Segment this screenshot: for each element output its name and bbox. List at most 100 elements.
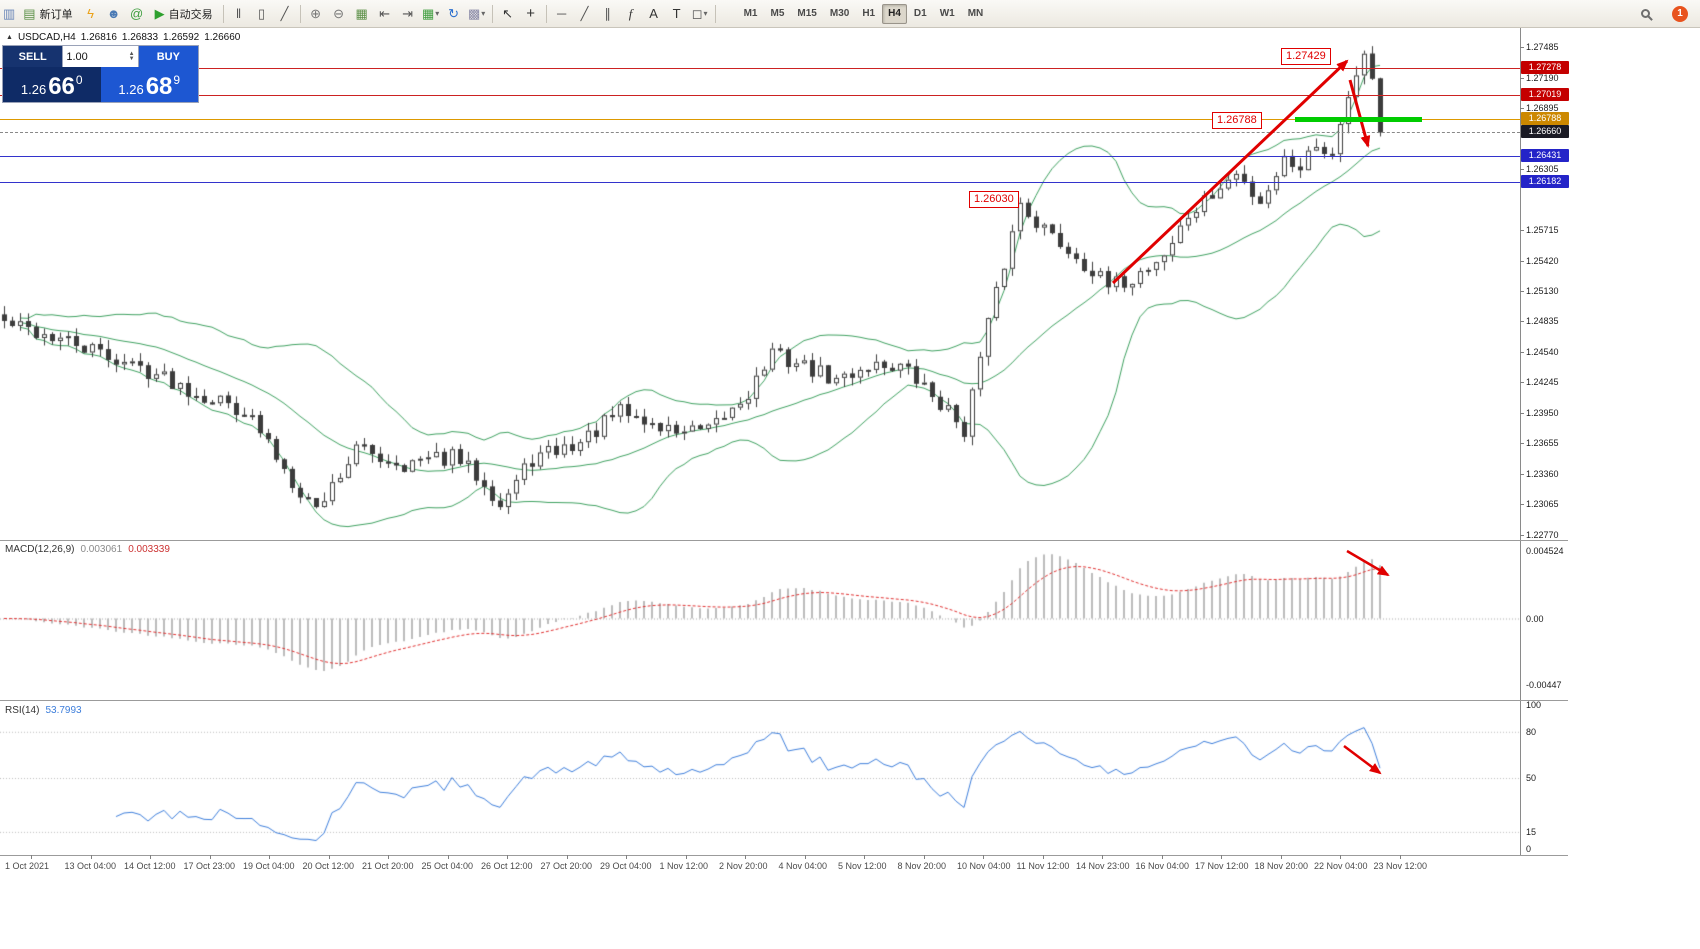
time-axis-label: 14 Oct 12:00 xyxy=(124,861,176,871)
time-tickmark xyxy=(388,855,389,859)
price-axis-tick: 1.27190 xyxy=(1526,73,1559,83)
window-button[interactable]: ▥ xyxy=(2,3,16,25)
time-tickmark xyxy=(269,855,270,859)
new-chart-icon: ▦ xyxy=(421,6,435,21)
crosshair-button[interactable]: + xyxy=(520,3,542,25)
new-chart-button[interactable]: ▦ ▾ xyxy=(420,3,442,25)
sell-price-big: 66 xyxy=(48,73,75,100)
community-button[interactable]: @ xyxy=(126,3,148,25)
price-badge[interactable]: 1.26431 xyxy=(1521,149,1569,162)
zoom-out-button[interactable]: ⊖ xyxy=(328,3,350,25)
notification-badge[interactable]: 1 xyxy=(1672,5,1688,22)
horizontal-line[interactable] xyxy=(0,156,1520,157)
time-tickmark xyxy=(983,855,984,859)
price-tickmark xyxy=(1520,108,1524,109)
new-order-label: 新订单 xyxy=(39,8,73,21)
price-chart-canvas[interactable] xyxy=(0,28,1520,855)
price-axis-tick: 1.25420 xyxy=(1526,256,1559,266)
price-annotation-label[interactable]: 1.26030 xyxy=(969,191,1019,208)
hline-tool-button[interactable]: ─ xyxy=(551,3,573,25)
at-icon: @ xyxy=(129,6,144,21)
timeframe-h4[interactable]: H4 xyxy=(882,3,907,24)
macd-axis-label: -0.00447 xyxy=(1526,680,1562,690)
time-tickmark xyxy=(91,855,92,859)
price-axis-tick: 1.23065 xyxy=(1526,499,1559,509)
time-axis-label: 20 Oct 12:00 xyxy=(302,861,355,871)
horizontal-line[interactable] xyxy=(0,68,1520,69)
timeframe-mn[interactable]: MN xyxy=(967,8,984,19)
chart-symbol-header: ▲ USDCAD,H4 1.26816 1.26833 1.26592 1.26… xyxy=(6,32,240,43)
lot-size-field[interactable]: 1.00 ▲ ▼ xyxy=(62,46,139,67)
accounts-button[interactable]: ☻ xyxy=(103,3,125,25)
macd-signal-value: 0.003339 xyxy=(128,544,170,555)
time-axis-label: 5 Nov 12:00 xyxy=(838,861,887,871)
support-line[interactable] xyxy=(1295,117,1422,122)
price-badge[interactable]: 1.27019 xyxy=(1521,88,1569,101)
price-badge[interactable]: 1.26182 xyxy=(1521,175,1569,188)
horizontal-line[interactable] xyxy=(0,95,1520,96)
timeframe-m30[interactable]: M30 xyxy=(829,8,850,19)
time-axis-label: 1 Oct 2021 xyxy=(5,861,50,871)
time-tickmark xyxy=(626,855,627,859)
tile-windows-button[interactable]: ▦ xyxy=(351,3,373,25)
price-badge[interactable]: 1.26788 xyxy=(1521,112,1569,125)
price-axis-tick: 1.24245 xyxy=(1526,377,1559,387)
price-tickmark xyxy=(1520,261,1524,262)
timeframe-m15[interactable]: M15 xyxy=(797,8,817,19)
price-axis-tick: 1.27485 xyxy=(1526,42,1559,52)
price-tickmark xyxy=(1520,352,1524,353)
price-badge[interactable]: 1.26660 xyxy=(1521,125,1569,138)
sell-price[interactable]: 1.26 66 0 xyxy=(3,67,101,102)
channel-tool-button[interactable]: ∥ xyxy=(597,3,619,25)
spinner-up-icon[interactable]: ▲ xyxy=(128,50,135,57)
auto-scroll-button[interactable]: ⇤ xyxy=(374,3,396,25)
template-button[interactable]: ▩ ▾ xyxy=(466,3,488,25)
autotrade-button[interactable]: ▶ 自动交易 xyxy=(149,3,219,25)
trendline-tool-button[interactable]: ╱ xyxy=(574,3,596,25)
timeframe-d1[interactable]: D1 xyxy=(913,8,927,19)
candle-chart-button[interactable]: ▯ xyxy=(251,3,273,25)
horizontal-line[interactable] xyxy=(0,119,1520,120)
zoom-in-button[interactable]: ⊕ xyxy=(305,3,327,25)
label-tool-button[interactable]: T xyxy=(666,3,688,25)
price-annotation-label[interactable]: 1.27429 xyxy=(1281,48,1331,65)
timeframe-m5[interactable]: M5 xyxy=(770,8,785,19)
horizontal-line[interactable] xyxy=(0,132,1520,133)
line-chart-button[interactable]: ╱ xyxy=(274,3,296,25)
price-badge[interactable]: 1.27278 xyxy=(1521,61,1569,74)
fibonacci-tool-button[interactable]: f xyxy=(620,3,642,25)
spinner-down-icon[interactable]: ▼ xyxy=(128,55,135,62)
search-button[interactable] xyxy=(1634,3,1656,25)
lot-spinner[interactable]: ▲ ▼ xyxy=(128,50,135,62)
charts-button[interactable]: ϟ xyxy=(80,3,102,25)
macd-value: 0.003061 xyxy=(80,544,123,555)
chart-shift-button[interactable]: ⇥ xyxy=(397,3,419,25)
bar-chart-button[interactable]: ‖ xyxy=(228,3,250,25)
sell-button[interactable]: SELL xyxy=(3,46,63,67)
window-icon: ▥ xyxy=(3,6,16,21)
price-axis-tick: 1.23950 xyxy=(1526,408,1559,418)
price-annotation-label[interactable]: 1.26788 xyxy=(1212,112,1262,129)
buy-price[interactable]: 1.26 68 9 xyxy=(100,67,198,102)
shapes-tool-icon: ◻ xyxy=(691,6,703,21)
buy-price-big: 68 xyxy=(145,73,173,100)
cursor-button[interactable]: ↖ xyxy=(497,3,519,25)
toolbar-right-cluster: 1 xyxy=(1634,3,1698,25)
rsi-name: RSI(14) xyxy=(5,705,40,716)
period-button[interactable]: ↻ xyxy=(443,3,465,25)
timeframe-h1[interactable]: H1 xyxy=(862,8,876,19)
time-axis-label: 23 Nov 12:00 xyxy=(1373,861,1428,871)
timeframe-m1[interactable]: M1 xyxy=(743,8,758,19)
buy-button[interactable]: BUY xyxy=(138,46,198,67)
time-axis-label: 19 Oct 04:00 xyxy=(243,861,295,871)
timeframe-w1[interactable]: W1 xyxy=(939,8,955,19)
shapes-tool-button[interactable]: ◻ ▾ xyxy=(689,3,711,25)
collapse-icon[interactable]: ▲ xyxy=(6,34,13,41)
timeframe-group: M1 M5 M15 M30 H1 H4 D1 W1 MN xyxy=(738,3,990,24)
horizontal-line[interactable] xyxy=(0,182,1520,183)
new-order-button[interactable]: ▤ 新订单 xyxy=(17,3,78,25)
rsi-indicator-header: RSI(14) 53.7993 xyxy=(5,705,82,716)
text-tool-button[interactable]: A xyxy=(643,3,665,25)
price-tickmark xyxy=(1520,443,1524,444)
